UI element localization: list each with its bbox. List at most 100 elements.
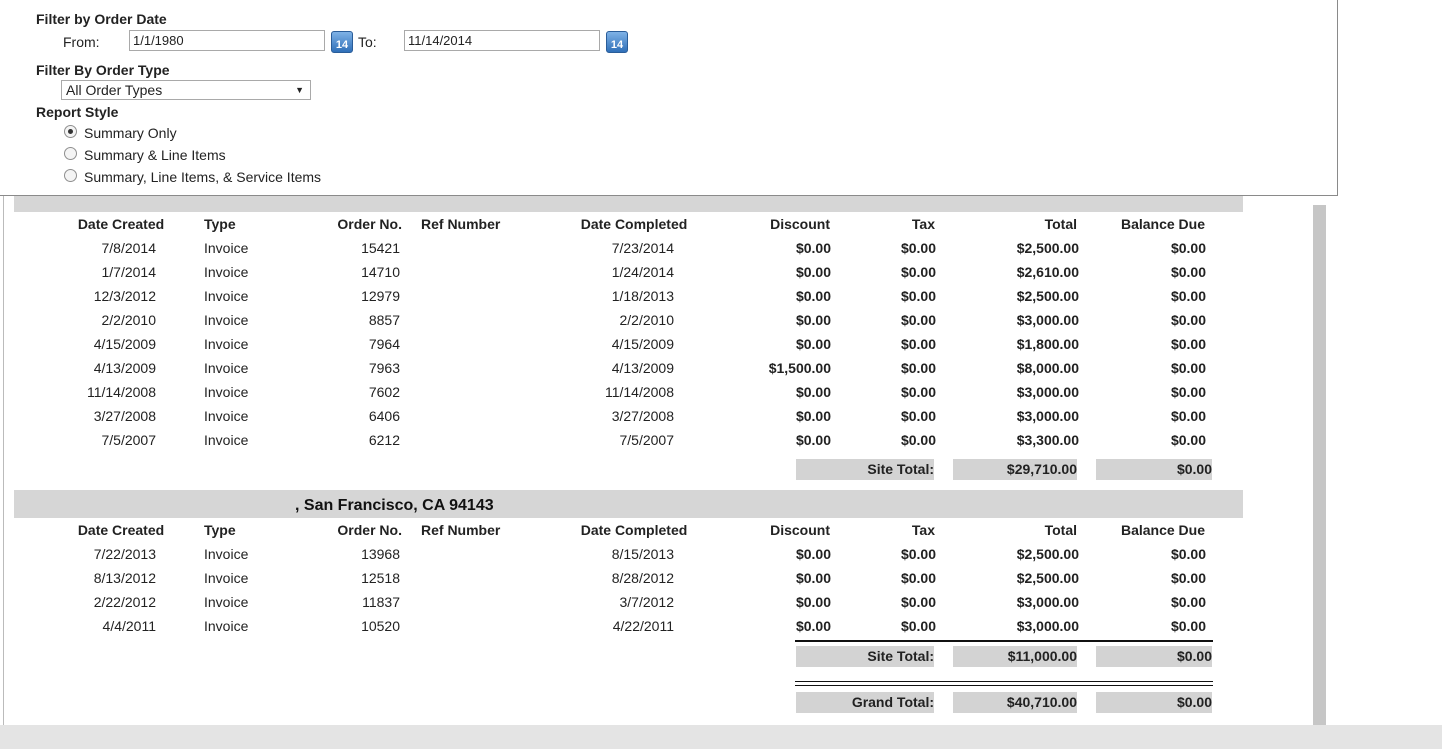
cell: $0.00	[900, 240, 936, 256]
from-date-input[interactable]: 1/1/1980	[129, 30, 325, 51]
cell: 8/28/2012	[611, 570, 674, 586]
column-header: Date Completed	[580, 522, 688, 538]
cell: $0.00	[900, 594, 936, 610]
grand-rule	[795, 681, 1213, 682]
cell: $8,000.00	[1016, 360, 1079, 376]
calendar-button[interactable]: 14	[331, 31, 353, 53]
column-header: Date Created	[77, 522, 165, 538]
cell: 2/2/2010	[619, 312, 675, 328]
total-balance: $0.00	[1176, 461, 1212, 477]
column-header: Total	[1044, 522, 1077, 538]
cell: $0.00	[900, 618, 936, 634]
cell: $0.00	[900, 408, 936, 424]
cell: 1/7/2014	[101, 264, 157, 280]
cell: Invoice	[204, 264, 249, 280]
cell: $2,610.00	[1016, 264, 1079, 280]
cell: $0.00	[795, 570, 831, 586]
site-header-bar: , San Francisco, CA 94143	[14, 490, 1243, 518]
cell: $0.00	[795, 288, 831, 304]
total-value-box	[953, 692, 1077, 713]
order-type-select[interactable]: All Order Types ▼	[61, 80, 311, 100]
column-header: Total	[1044, 216, 1077, 232]
column-header: Order No.	[337, 522, 402, 538]
cell: 6406	[368, 408, 400, 424]
calendar-button[interactable]: 14	[606, 31, 628, 53]
column-header: Tax	[911, 216, 935, 232]
cell: 2/22/2012	[93, 594, 156, 610]
cell: 8/15/2013	[611, 546, 674, 562]
cell: $2,500.00	[1016, 240, 1079, 256]
cell: $0.00	[1170, 546, 1206, 562]
cell: $0.00	[1170, 570, 1206, 586]
radio-label[interactable]: Summary Only	[84, 125, 177, 141]
cell: $0.00	[795, 384, 831, 400]
cell: 8/13/2012	[93, 570, 156, 586]
cell: $0.00	[1170, 336, 1206, 352]
cell: 11/14/2008	[86, 384, 156, 400]
cell: 4/15/2009	[611, 336, 674, 352]
column-header: Date Completed	[580, 216, 688, 232]
cell: $3,000.00	[1016, 384, 1079, 400]
column-header: Order No.	[337, 216, 402, 232]
cell: $0.00	[900, 264, 936, 280]
cell: Invoice	[204, 432, 249, 448]
column-header: Type	[204, 216, 236, 232]
cell: Invoice	[204, 618, 249, 634]
cell: $2,500.00	[1016, 288, 1079, 304]
cell: 4/13/2009	[93, 360, 156, 376]
cell: $0.00	[900, 312, 936, 328]
cell: $0.00	[1170, 240, 1206, 256]
cell: 3/27/2008	[611, 408, 674, 424]
filter-title: Filter By Order Type	[36, 62, 170, 78]
cell: $0.00	[900, 384, 936, 400]
cell: 6212	[368, 432, 400, 448]
cell: 14710	[361, 264, 400, 280]
radio-button[interactable]	[64, 147, 77, 160]
page-border	[3, 195, 4, 725]
cell: Invoice	[204, 570, 249, 586]
cell: $2,500.00	[1016, 570, 1079, 586]
radio-button[interactable]	[64, 169, 77, 182]
cell: 7/8/2014	[101, 240, 157, 256]
cell: $0.00	[1170, 360, 1206, 376]
cell: $0.00	[1170, 384, 1206, 400]
to-date-input[interactable]: 11/14/2014	[404, 30, 600, 51]
radio-button[interactable]	[64, 125, 77, 138]
cell: 7602	[368, 384, 400, 400]
total-label-box	[796, 692, 934, 713]
to-label: To:	[358, 34, 377, 50]
cell: 3/7/2012	[619, 594, 675, 610]
cell: Invoice	[204, 360, 249, 376]
radio-label[interactable]: Summary, Line Items, & Service Items	[84, 169, 322, 185]
total-value-box	[953, 646, 1077, 667]
cell: $0.00	[795, 594, 831, 610]
cell: 4/4/2011	[102, 618, 156, 634]
total-rule	[795, 640, 1213, 642]
cell: 11837	[362, 594, 400, 610]
radio-label[interactable]: Summary & Line Items	[84, 147, 226, 163]
cell: $0.00	[900, 432, 936, 448]
cell: $0.00	[795, 240, 831, 256]
cell: $0.00	[795, 618, 831, 634]
cell: 8857	[368, 312, 400, 328]
cell: $0.00	[1170, 408, 1206, 424]
total-value: $11,000.00	[1007, 648, 1077, 664]
cell: $0.00	[900, 570, 936, 586]
cell: $1,800.00	[1016, 336, 1079, 352]
cell: $3,300.00	[1016, 432, 1079, 448]
cell: $0.00	[795, 336, 831, 352]
column-header: Discount	[770, 216, 830, 232]
cell: Invoice	[204, 240, 249, 256]
cell: $0.00	[1170, 432, 1206, 448]
total-value-box	[953, 459, 1077, 480]
total-balance-box	[1096, 692, 1212, 713]
cell: $0.00	[1170, 618, 1206, 634]
total-label: Grand Total:	[851, 694, 934, 710]
cell: 12518	[361, 570, 400, 586]
cell: $0.00	[1170, 288, 1206, 304]
cell: $3,000.00	[1016, 408, 1079, 424]
cell: 7/5/2007	[619, 432, 675, 448]
cell: $0.00	[795, 546, 831, 562]
status-bar	[0, 725, 1442, 749]
column-header: Discount	[770, 522, 830, 538]
